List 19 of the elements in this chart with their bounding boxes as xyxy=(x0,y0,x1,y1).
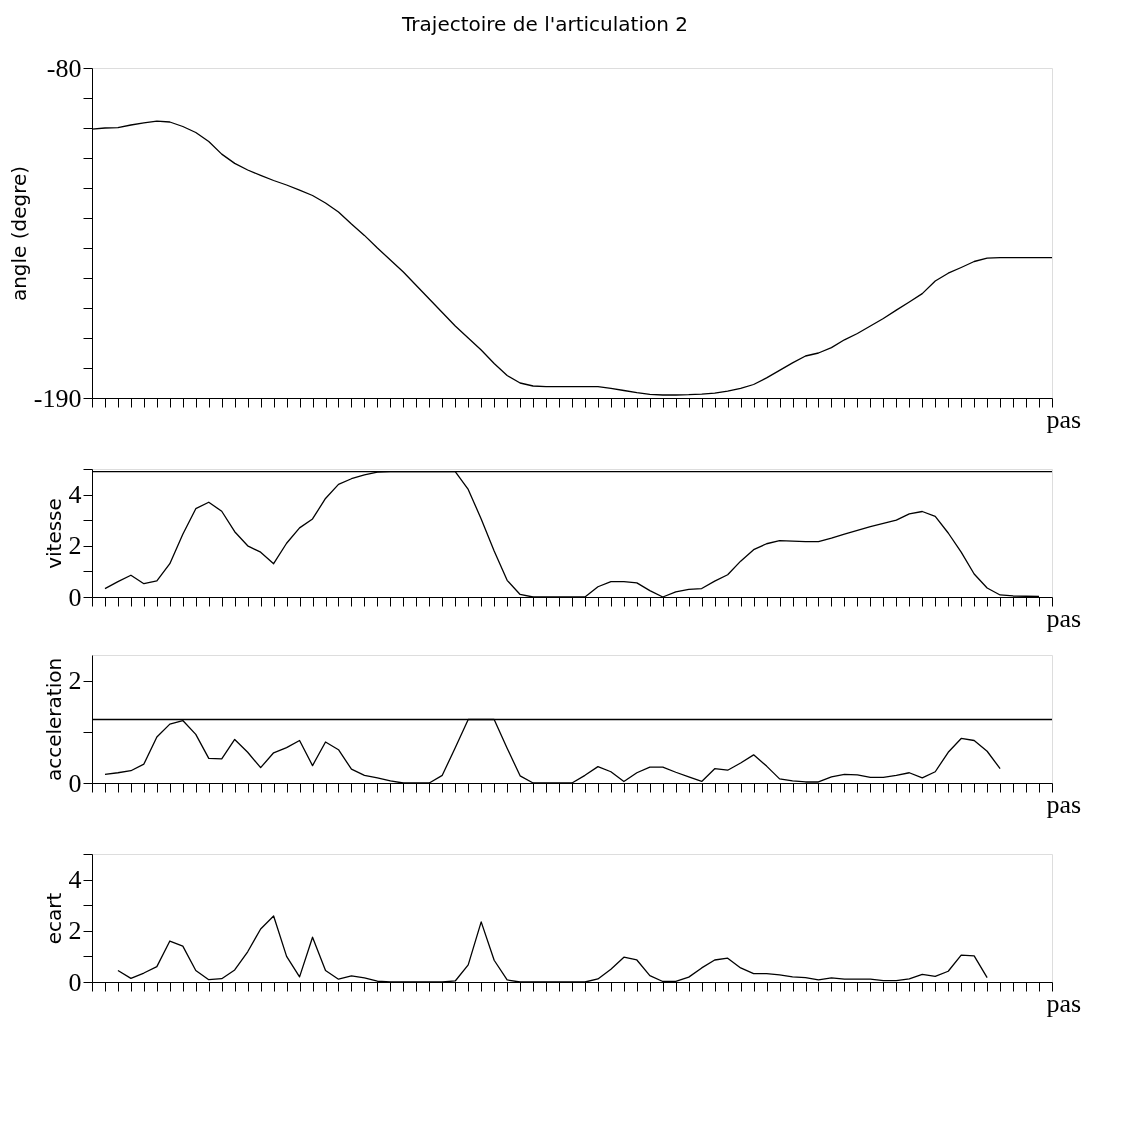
y-axis-title: vitesse xyxy=(41,498,66,569)
y-tick-label: 0 xyxy=(68,582,82,612)
y-tick-label: 4 xyxy=(68,480,82,510)
x-axis-title: pas xyxy=(1046,988,1082,1018)
x-axis-title: pas xyxy=(1046,789,1082,819)
x-axis-title: pas xyxy=(1046,603,1082,633)
x-axis-title: pas xyxy=(1046,404,1082,434)
y-tick-label: 4 xyxy=(68,865,82,895)
y-tick-label: -80 xyxy=(46,53,82,83)
y-tick-label: 0 xyxy=(68,768,82,798)
y-tick-label: 2 xyxy=(68,666,82,696)
y-axis-title: acceleration xyxy=(41,657,66,782)
chart-title: Trajectoire de l'articulation 2 xyxy=(401,11,688,36)
y-tick-label: 2 xyxy=(68,916,82,946)
y-tick-label: -190 xyxy=(33,383,82,413)
y-axis-title: ecart xyxy=(41,892,66,945)
y-axis-title: angle (degre) xyxy=(6,165,31,302)
y-tick-label: 2 xyxy=(68,531,82,561)
y-tick-label: 0 xyxy=(68,967,82,997)
